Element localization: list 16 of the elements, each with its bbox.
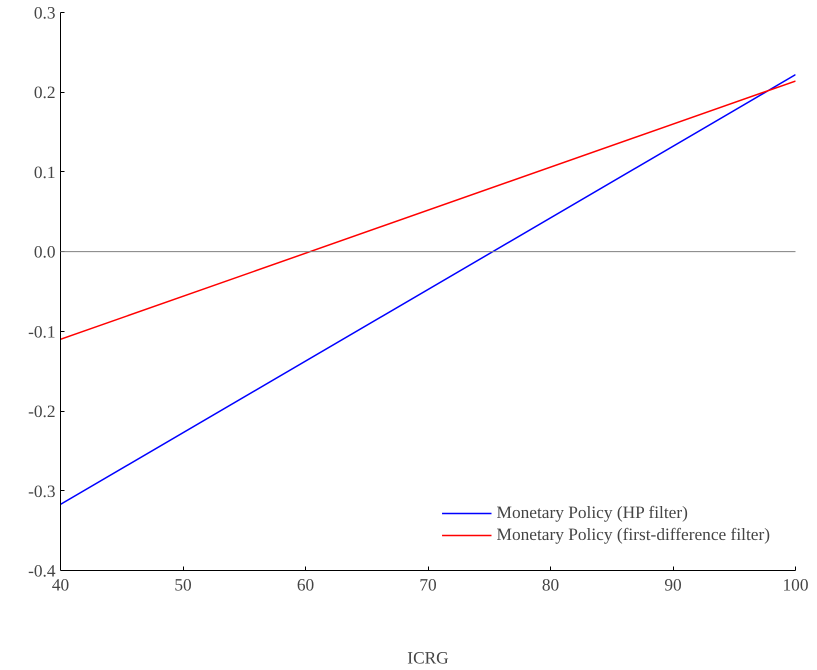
legend-label: Monetary Policy (HP filter) (496, 503, 688, 523)
x-tick-label: 100 (782, 576, 809, 594)
y-tick-label: -0.3 (28, 482, 56, 501)
x-tick-label: 70 (419, 576, 437, 594)
y-tick-label: -0.2 (28, 402, 56, 422)
x-tick-label: 80 (542, 576, 560, 594)
legend-label: Monetary Policy (first-difference filter) (496, 525, 770, 545)
y-tick-label: -0.1 (28, 322, 56, 342)
y-tick-label: 0.2 (34, 83, 56, 102)
y-tick-label: 0.0 (34, 242, 56, 262)
x-tick-label: 90 (664, 576, 682, 594)
x-axis-title: ICRG (407, 648, 449, 668)
x-tick-label: 60 (296, 576, 314, 594)
x-tick-label: 50 (174, 576, 192, 594)
y-tick-label: 0.3 (34, 4, 56, 22)
y-tick-label: 0.1 (34, 162, 56, 182)
